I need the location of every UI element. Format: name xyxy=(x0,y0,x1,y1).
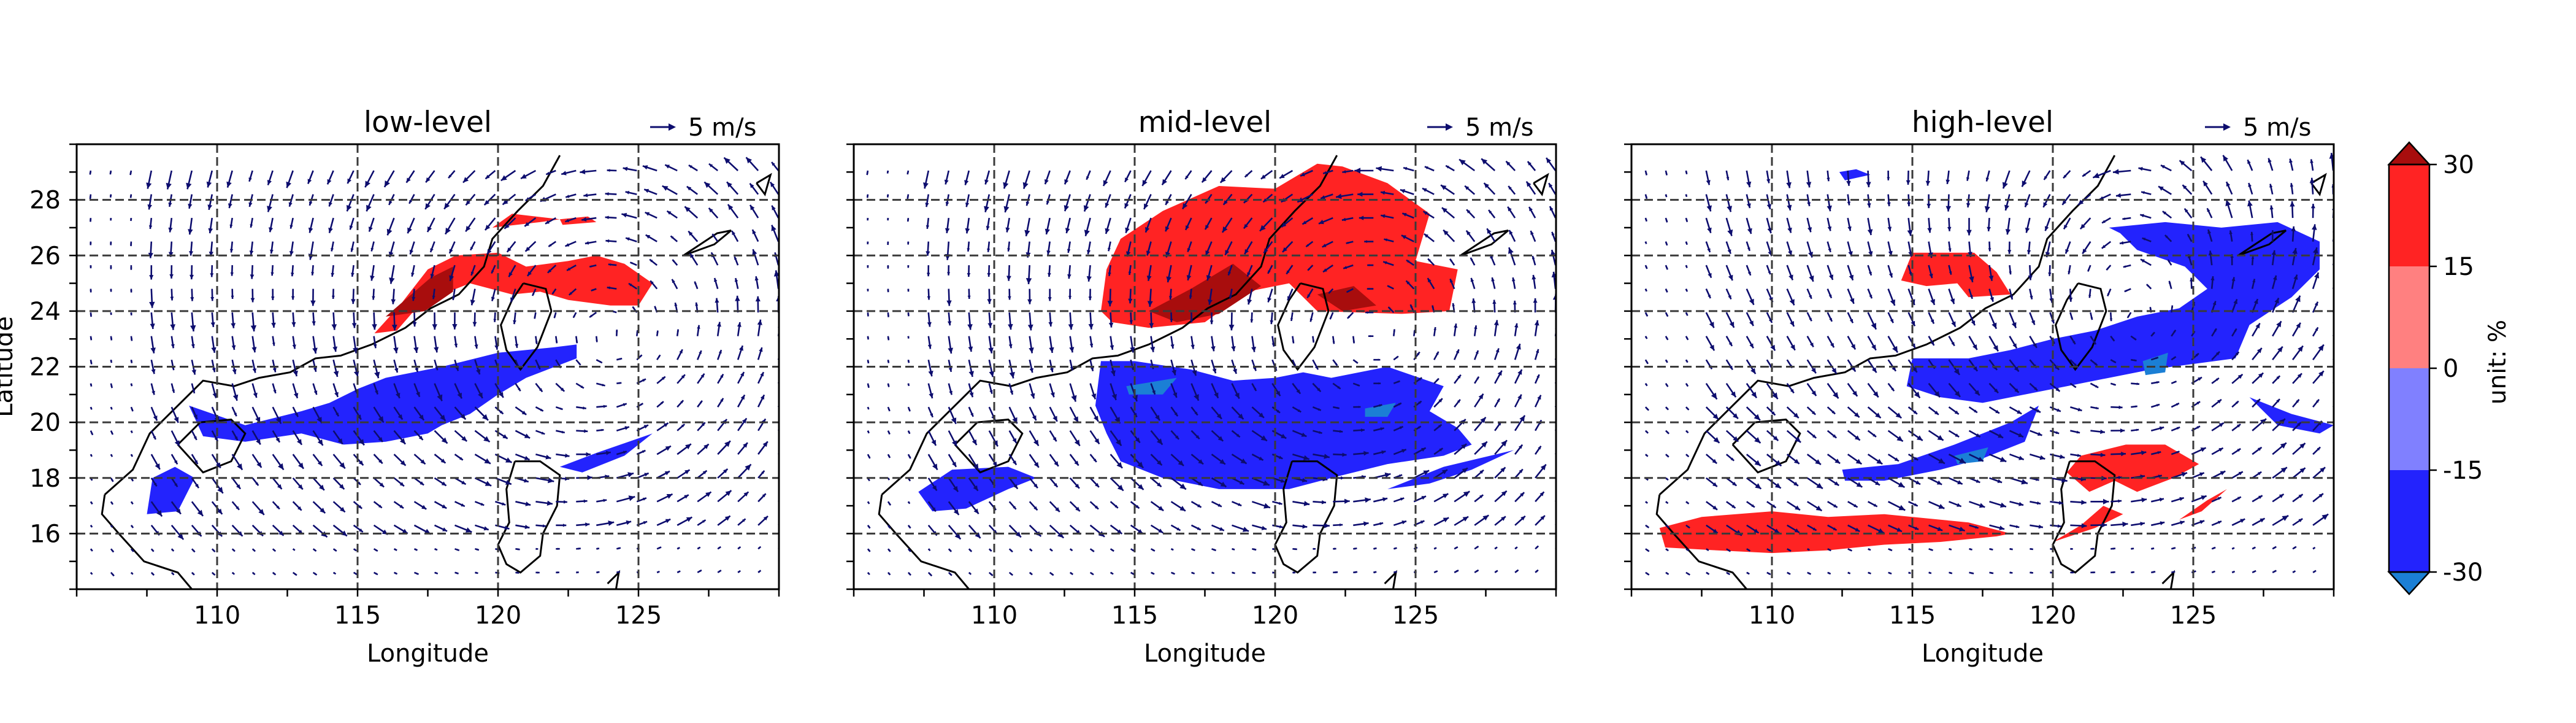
y-tick-label: 18 xyxy=(29,465,61,493)
colorbar-tick-label: -30 xyxy=(2443,559,2483,587)
contour-region xyxy=(2142,352,2168,376)
coastline xyxy=(104,155,561,496)
y-tick-label: 16 xyxy=(29,520,61,548)
colorbar-bin xyxy=(2389,164,2429,266)
coastline xyxy=(2052,460,2116,574)
y-axis-label: Latitude xyxy=(0,316,18,417)
x-axis-label: Longitude xyxy=(1144,640,1266,668)
panel-high-level: 110 115 120 125 Longitude high-level 5 m/s xyxy=(1624,106,2335,668)
coastline xyxy=(2310,172,2327,196)
x-tick-label: 110 xyxy=(1749,601,1795,630)
x-tick-label: 120 xyxy=(475,601,521,630)
contour-region xyxy=(385,266,453,317)
colorbar-bin xyxy=(2389,266,2429,368)
colorbar-extend-under xyxy=(2387,571,2431,595)
panel-title: low-level xyxy=(364,106,492,139)
contour-region xyxy=(1101,163,1458,328)
x-tick-label: 125 xyxy=(1392,601,1439,630)
y-tick-label: 20 xyxy=(29,409,61,437)
colorbar-tick-label: 30 xyxy=(2443,151,2474,179)
coastline xyxy=(607,570,621,589)
contour-region xyxy=(1387,450,1514,489)
contour-region xyxy=(1659,511,2011,554)
contour-region xyxy=(2066,444,2199,492)
contour-region xyxy=(1317,286,1376,311)
x-tick-label: 115 xyxy=(1889,601,1936,630)
x-tick-label: 125 xyxy=(2170,601,2217,630)
contour-region xyxy=(2249,397,2334,434)
contour-region xyxy=(189,344,577,445)
coastline xyxy=(756,172,772,196)
contour-region xyxy=(1901,252,2011,298)
x-tick-label: 110 xyxy=(971,601,1018,630)
coastline xyxy=(1274,460,1338,574)
coastline xyxy=(101,494,193,589)
colorbar-tick-label: 15 xyxy=(2443,253,2474,281)
y-tick-label: 22 xyxy=(29,354,61,382)
quiver-key-head xyxy=(669,123,676,131)
coastline xyxy=(683,230,732,257)
coastline xyxy=(1460,230,1509,257)
x-axis-label: Longitude xyxy=(367,640,489,668)
panel-title: mid-level xyxy=(1138,106,1271,139)
quiver-key-head xyxy=(2223,123,2231,131)
contour-region xyxy=(1365,403,1396,417)
coastline xyxy=(954,419,1024,474)
x-tick-label: 120 xyxy=(1252,601,1298,630)
contour-region xyxy=(1095,361,1472,489)
contour-region xyxy=(1906,222,2320,403)
colorbar-tick-label: -15 xyxy=(2443,457,2483,485)
contour-region xyxy=(2179,489,2227,520)
x-tick-label: 115 xyxy=(334,601,381,630)
colorbar: unit: % 30 15 0 -15 -30 xyxy=(2387,141,2512,595)
contour-region xyxy=(559,216,597,225)
coastline xyxy=(1384,570,1398,589)
panel-title: high-level xyxy=(1912,106,2053,139)
coastline xyxy=(497,460,561,574)
wind-vectors xyxy=(866,157,1556,577)
contour-region xyxy=(147,466,195,514)
contour-region xyxy=(1842,405,2039,481)
quiver-key-head xyxy=(1446,123,1453,131)
contour-region xyxy=(1839,169,1871,180)
colorbar-extend-over xyxy=(2387,141,2431,166)
coastline xyxy=(881,155,1338,496)
y-tick-label: 26 xyxy=(29,242,61,270)
coastline xyxy=(878,494,970,589)
x-tick-label: 110 xyxy=(194,601,240,630)
y-tick-label: 28 xyxy=(29,187,61,215)
x-tick-label: 125 xyxy=(615,601,662,630)
colorbar-bin xyxy=(2389,470,2429,572)
x-tick-label: 120 xyxy=(2030,601,2076,630)
panel-low-level: 110 115 120 125 16 18 20 22 24 26 28 Latitude Longit… xyxy=(0,106,780,668)
y-tick-label: 24 xyxy=(29,298,61,326)
coastline xyxy=(1277,282,1330,371)
coastline xyxy=(2055,282,2107,371)
quiver-key-label: 5 m/s xyxy=(2243,114,2311,142)
colorbar-label: unit: % xyxy=(2484,320,2512,404)
coastline xyxy=(1731,419,1801,474)
x-axis-label: Longitude xyxy=(1922,640,2044,668)
x-tick-label: 115 xyxy=(1111,601,1158,630)
colorbar-bin xyxy=(2389,368,2429,470)
contour-region xyxy=(1148,263,1262,322)
colorbar-tick-label: 0 xyxy=(2443,355,2458,383)
wind-vectors xyxy=(1644,152,2334,576)
coastline xyxy=(1533,172,1549,196)
coastline xyxy=(2237,230,2287,257)
coastline xyxy=(500,282,553,371)
quiver-key-label: 5 m/s xyxy=(1465,114,1533,142)
panel-mid-level: 110 115 120 125 Longitude mid-level 5 m/s xyxy=(846,106,1557,668)
coastline xyxy=(1658,155,2116,496)
coastline xyxy=(1655,494,1747,589)
quiver-key-label: 5 m/s xyxy=(688,114,756,142)
coastline xyxy=(2161,570,2175,589)
